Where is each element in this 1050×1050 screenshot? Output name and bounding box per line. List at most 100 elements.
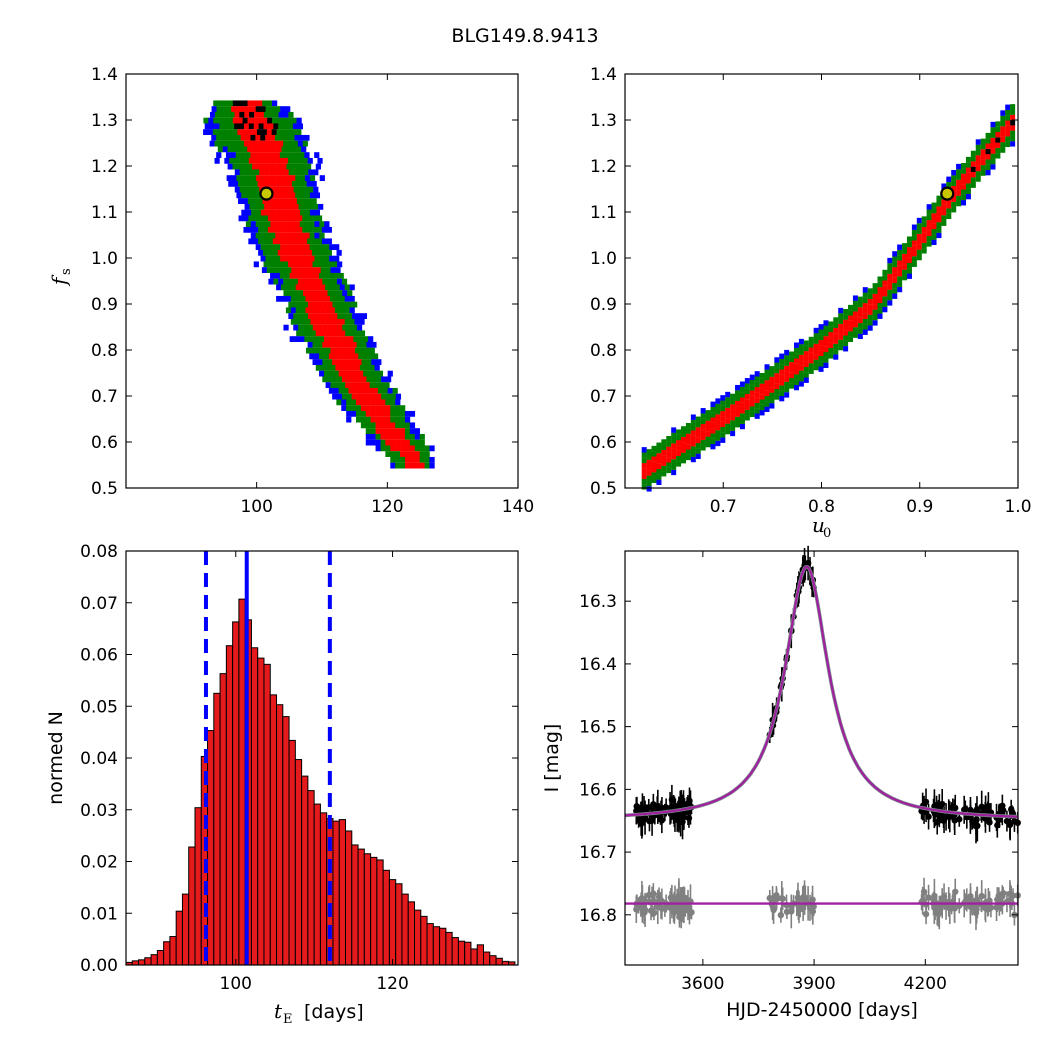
tl-cell bbox=[292, 249, 298, 256]
tl-cell bbox=[351, 399, 357, 406]
tr-cell bbox=[676, 429, 682, 435]
tl-cell bbox=[325, 318, 331, 325]
tl-ytick-label: 1.0 bbox=[91, 249, 118, 269]
tl-cell bbox=[371, 376, 377, 383]
tl-cell bbox=[332, 261, 338, 268]
tr-cell bbox=[681, 436, 687, 443]
tl-cell bbox=[302, 226, 308, 233]
tl-cell bbox=[213, 100, 219, 107]
tl-cell bbox=[348, 387, 354, 394]
tl-cell bbox=[295, 307, 301, 314]
tl-cell bbox=[241, 192, 247, 199]
tl-cell bbox=[252, 100, 258, 107]
tl-cell bbox=[278, 140, 284, 147]
tr-cell bbox=[690, 414, 696, 420]
tr-cell bbox=[916, 217, 922, 224]
tr-cell bbox=[902, 253, 908, 260]
tl-cell bbox=[293, 324, 299, 331]
tr-cell bbox=[916, 239, 922, 245]
tl-cell bbox=[280, 232, 286, 239]
tl-cell bbox=[404, 428, 411, 434]
tr-cell bbox=[715, 440, 721, 447]
tr-cell bbox=[931, 234, 937, 240]
tr-cell bbox=[862, 318, 868, 325]
tl-cell bbox=[343, 387, 349, 394]
tl-cell bbox=[275, 209, 281, 216]
tl-cell bbox=[369, 347, 375, 354]
tr-cell bbox=[715, 414, 721, 420]
tr-cell bbox=[793, 353, 799, 359]
tl-cell bbox=[335, 330, 341, 337]
tl-cell bbox=[256, 146, 263, 153]
tl-cell bbox=[283, 169, 289, 176]
tl-ytick-label: 1.1 bbox=[91, 203, 118, 223]
tl-cell bbox=[246, 192, 252, 199]
tl-cell bbox=[245, 152, 251, 158]
tr-cell bbox=[857, 296, 863, 302]
tl-cell bbox=[223, 117, 229, 124]
br-residual-point bbox=[999, 889, 1007, 897]
tl-cell bbox=[339, 318, 346, 325]
tr-cell bbox=[887, 289, 893, 296]
tr-cell bbox=[897, 270, 903, 277]
br-residual-point bbox=[967, 896, 974, 903]
tr-cell bbox=[990, 127, 996, 133]
tl-cell bbox=[299, 336, 305, 342]
tr-cell bbox=[1005, 109, 1011, 116]
tl-cell bbox=[313, 203, 319, 210]
tl-cell bbox=[387, 370, 393, 377]
tl-cell bbox=[309, 244, 315, 250]
tl-cell bbox=[337, 359, 343, 365]
tl-cell bbox=[299, 134, 305, 141]
tl-cell bbox=[258, 238, 264, 245]
bl-xlabel-sub: E bbox=[283, 1012, 293, 1027]
tl-cell bbox=[366, 341, 372, 348]
tl-cell bbox=[365, 410, 371, 417]
tl-cell bbox=[254, 203, 260, 210]
tr-cell bbox=[769, 371, 775, 377]
tl-cell bbox=[380, 399, 386, 406]
br-xtick-label: 4200 bbox=[904, 974, 947, 994]
tl-cell bbox=[321, 226, 328, 233]
tr-cell bbox=[646, 475, 652, 481]
tl-cell bbox=[385, 451, 391, 457]
tl-cell bbox=[219, 140, 225, 147]
tl-cell bbox=[395, 422, 401, 429]
tl-cell bbox=[314, 192, 321, 199]
tl-cell bbox=[242, 117, 248, 124]
tl-cell bbox=[314, 209, 321, 216]
tl-cell bbox=[251, 192, 257, 199]
bl-ytick-label: 0.02 bbox=[80, 853, 118, 873]
tr-cell bbox=[848, 336, 854, 343]
tr-cell bbox=[980, 154, 986, 160]
tl-cell bbox=[281, 267, 287, 273]
tl-cell bbox=[250, 152, 256, 158]
tl-cell bbox=[278, 169, 285, 176]
tl-cell bbox=[329, 255, 335, 262]
tl-cell bbox=[414, 428, 420, 434]
tr-cell bbox=[892, 288, 898, 294]
tl-cell bbox=[238, 215, 244, 222]
tl-cell bbox=[270, 255, 276, 262]
tl-cell bbox=[322, 341, 328, 348]
figure-title: BLG149.8.9413 bbox=[451, 25, 598, 47]
tr-cell bbox=[779, 358, 785, 365]
tl-cell bbox=[327, 301, 333, 308]
tl-cell bbox=[245, 134, 251, 141]
tr-cell bbox=[897, 249, 903, 256]
tl-cell bbox=[380, 410, 386, 417]
tl-cell bbox=[288, 140, 294, 147]
tl-cell bbox=[282, 249, 288, 256]
tr-cell bbox=[685, 454, 691, 461]
tr-ytick-label: 1.4 bbox=[590, 65, 617, 85]
tr-cell bbox=[951, 201, 957, 208]
tr-cell bbox=[882, 306, 888, 313]
bl-bar bbox=[376, 859, 384, 966]
tl-cell bbox=[365, 416, 371, 423]
tr-cell bbox=[887, 263, 893, 269]
bl-bar bbox=[232, 621, 240, 966]
tr-cell bbox=[926, 209, 932, 215]
tl-cell bbox=[302, 249, 308, 256]
tr-ytick-label: 0.6 bbox=[590, 433, 617, 453]
tr-cell bbox=[946, 176, 952, 182]
